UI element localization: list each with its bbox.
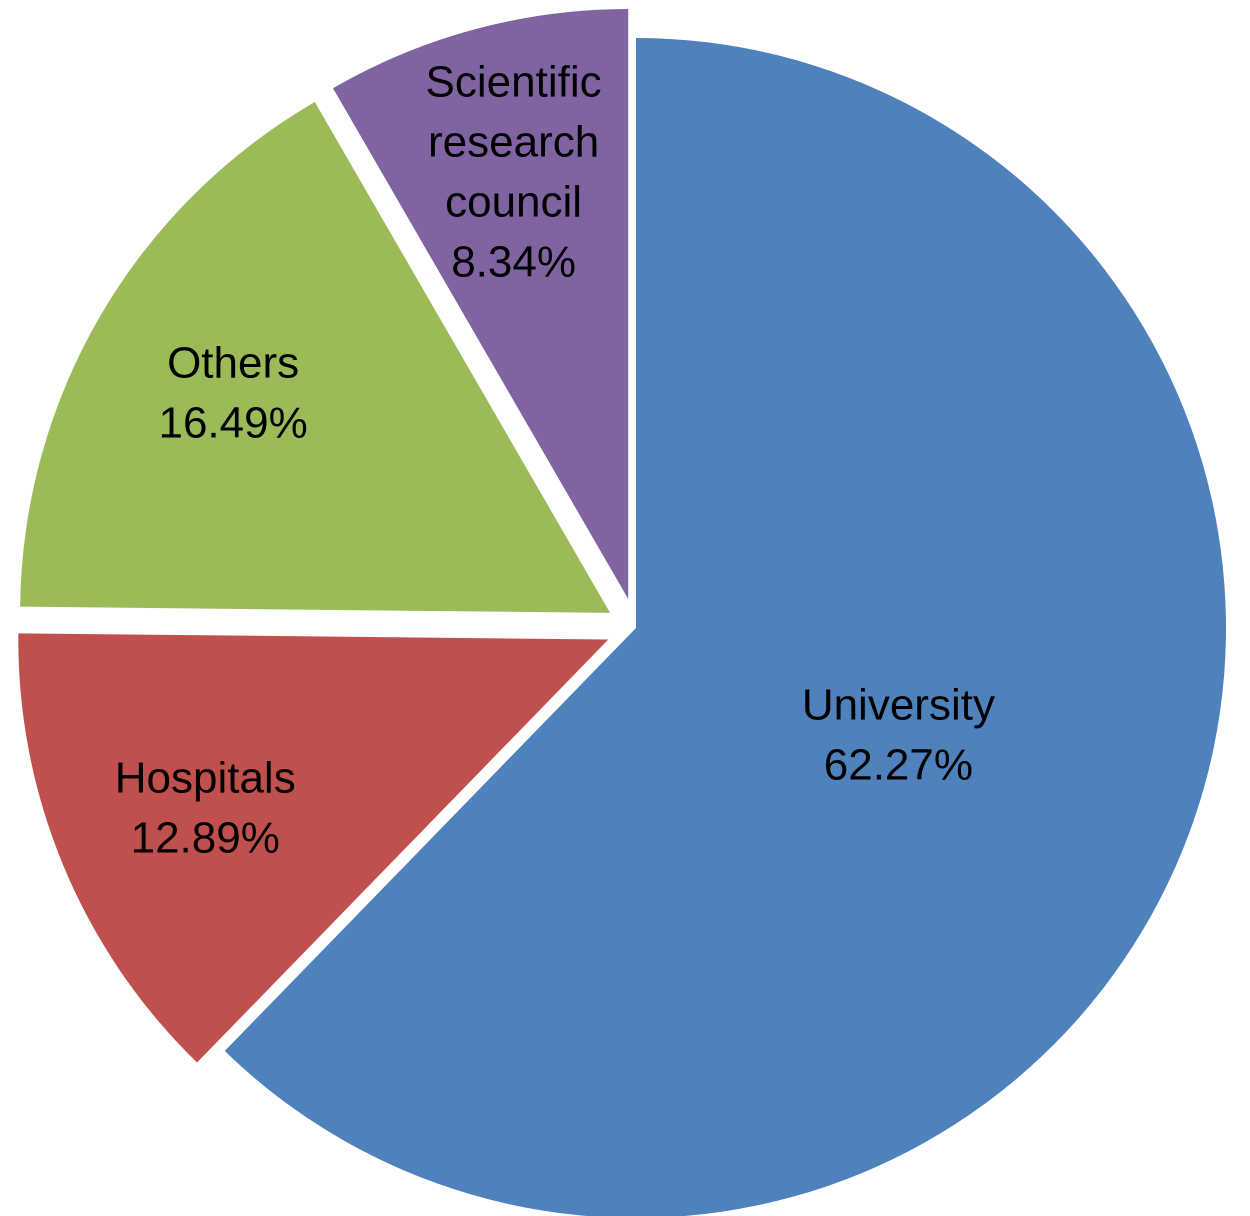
pie-category-label: Scientific: [426, 58, 602, 107]
pie-value-label: 16.49%: [158, 399, 307, 448]
pie-slice-hospitals: [18, 633, 609, 1063]
pie-value-label: 8.34%: [451, 238, 576, 287]
pie-slice-university: [224, 38, 1226, 1216]
pie-category-label: Others: [167, 339, 299, 388]
pie-slice-scientific-research-council: [332, 9, 629, 600]
pie-value-label: 62.27%: [824, 741, 973, 790]
pie-slice-others: [20, 102, 611, 613]
pie-category-label: Hospitals: [115, 753, 296, 802]
pie-label-hospitals: Hospitals 12.89%: [115, 753, 296, 862]
pie-slices: [18, 9, 1226, 1216]
pie-label-scientific-research-council: Scientific research council 8.34%: [426, 58, 602, 287]
pie-label-others: Others 16.49%: [158, 339, 307, 448]
pie-labels: University 62.27% Hospitals 12.89% Others 16.…: [115, 58, 995, 863]
pie-category-label: University: [802, 681, 995, 730]
pie-category-label: council: [445, 178, 582, 227]
pie-value-label: 12.89%: [131, 813, 280, 862]
pie-label-university: University 62.27%: [802, 681, 995, 790]
pie-category-label: research: [428, 118, 599, 167]
